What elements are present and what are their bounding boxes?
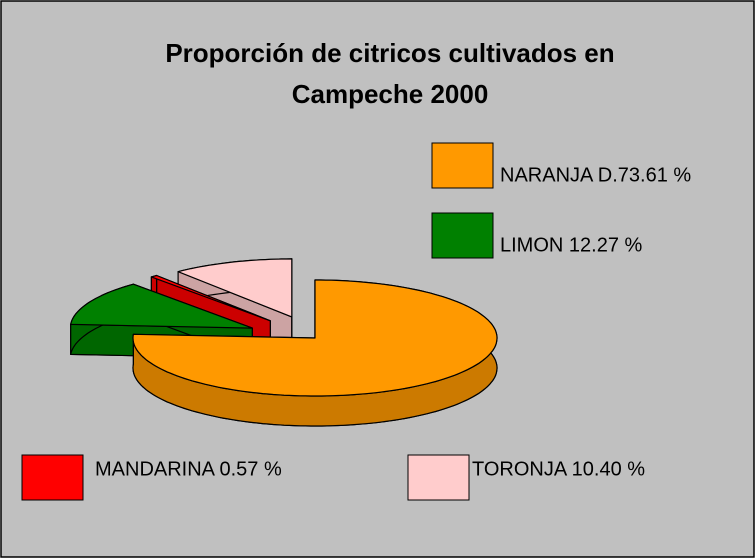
slice: [70, 283, 253, 329]
slice: [177, 258, 293, 318]
chart-title: Proporción de citricos cultivados en: [165, 38, 614, 68]
legend-label: LIMON 12.27 %: [500, 234, 643, 256]
legend-swatch: [407, 454, 470, 501]
legend-label: NARANJA D.73.61 %: [500, 164, 691, 186]
legend-label: TORONJA 10.40 %: [472, 458, 645, 480]
legend-swatch: [21, 454, 84, 501]
chart-title: Campeche 2000: [292, 79, 489, 109]
legend-label: MANDARINA 0.57 %: [95, 458, 282, 480]
slice: [150, 274, 271, 322]
slice: [132, 279, 498, 397]
legend-swatch: [431, 212, 494, 259]
legend-swatch: [431, 142, 494, 189]
